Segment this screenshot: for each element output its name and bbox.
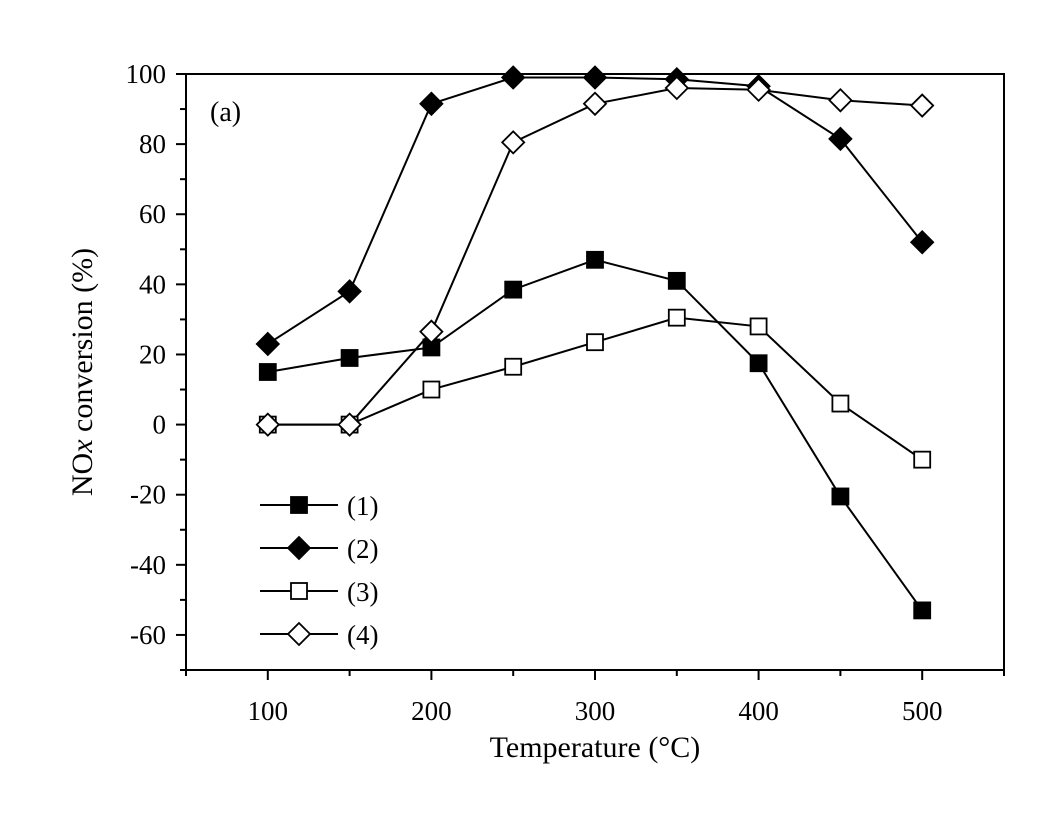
data-point-series-4 — [582, 91, 608, 117]
y-tick-label: 80 — [139, 129, 166, 159]
y-tick-label: 0 — [153, 410, 167, 440]
data-point-series-2 — [419, 91, 444, 117]
x-tick-label: 300 — [575, 696, 616, 726]
data-point-series-1 — [667, 271, 686, 290]
axis-tick-labels: 100 200 300 400 500 -60 -40 -20 0 20 40 60 80 100 — [126, 59, 943, 726]
data-point-series-1 — [504, 280, 523, 299]
y-axis-title: NOx conversion (%) — [66, 248, 99, 496]
data-point-series-4 — [500, 130, 526, 155]
data-point-series-1 — [258, 363, 277, 381]
y-tick-label: -40 — [130, 550, 166, 580]
data-point-series-4 — [255, 412, 281, 437]
x-axis-title: Temperature (°C) — [490, 731, 701, 764]
legend-marker — [290, 496, 308, 514]
data-point-series-3 — [913, 450, 932, 469]
legend-item-1: (1) — [260, 491, 378, 521]
legend: (1) (2) (3) (4) — [260, 491, 378, 650]
y-tick-label: 60 — [139, 199, 166, 229]
data-point-series-2 — [500, 65, 526, 90]
y-tick-label: 20 — [139, 339, 166, 369]
data-point-series-2 — [909, 230, 935, 255]
y-axis-title-rest: conversion (%) — [66, 248, 99, 440]
data-point-series-3 — [586, 333, 604, 352]
data-point-series-4 — [419, 319, 444, 344]
data-point-series-2 — [828, 126, 853, 152]
y-tick-label: -60 — [130, 620, 166, 650]
legend-item-4: (4) — [260, 620, 378, 650]
data-point-series-2 — [255, 331, 281, 357]
data-point-series-3 — [422, 380, 441, 399]
x-tick-label: 500 — [902, 696, 943, 726]
data-point-series-1 — [831, 487, 850, 506]
legend-marker — [286, 621, 312, 647]
y-axis-title-main: NO — [66, 453, 99, 496]
legend-marker — [286, 535, 312, 561]
data-point-series-4 — [909, 93, 935, 118]
data-point-series-3 — [831, 394, 850, 413]
x-tick-label: 400 — [738, 696, 779, 726]
panel-label: (a) — [210, 97, 241, 128]
data-point-series-4 — [828, 88, 853, 113]
series-line-2 — [267, 76, 923, 345]
data-point-series-1 — [340, 349, 359, 367]
data-point-series-1 — [749, 354, 768, 373]
plot-frame — [185, 73, 1005, 671]
legend-marker — [290, 582, 308, 600]
data-point-series-4 — [664, 75, 690, 101]
data-point-series-3 — [504, 357, 523, 376]
data-point-series-2 — [337, 279, 362, 304]
data-point-series-3 — [667, 308, 686, 327]
data-point-series-2 — [582, 65, 608, 90]
y-axis-title-subscript: x — [66, 439, 99, 454]
y-tick-label: -20 — [130, 480, 166, 510]
data-point-series-4 — [337, 412, 362, 437]
data-point-series-3 — [749, 317, 768, 336]
data-point-series-1 — [913, 601, 932, 620]
y-tick-label: 40 — [139, 269, 166, 299]
legend-item-3: (3) — [260, 577, 378, 607]
data-point-series-4 — [746, 77, 771, 103]
data-point-series-1 — [586, 250, 604, 269]
legend-label: (2) — [347, 534, 378, 564]
legend-label: (3) — [347, 577, 378, 607]
series-markers — [255, 65, 935, 620]
axis-ticks — [176, 73, 1005, 680]
legend-label: (4) — [347, 620, 378, 650]
y-tick-label: 100 — [126, 59, 167, 89]
x-tick-label: 200 — [411, 696, 452, 726]
legend-label: (1) — [347, 491, 378, 521]
legend-item-2: (2) — [260, 534, 378, 564]
x-tick-label: 100 — [248, 696, 289, 726]
